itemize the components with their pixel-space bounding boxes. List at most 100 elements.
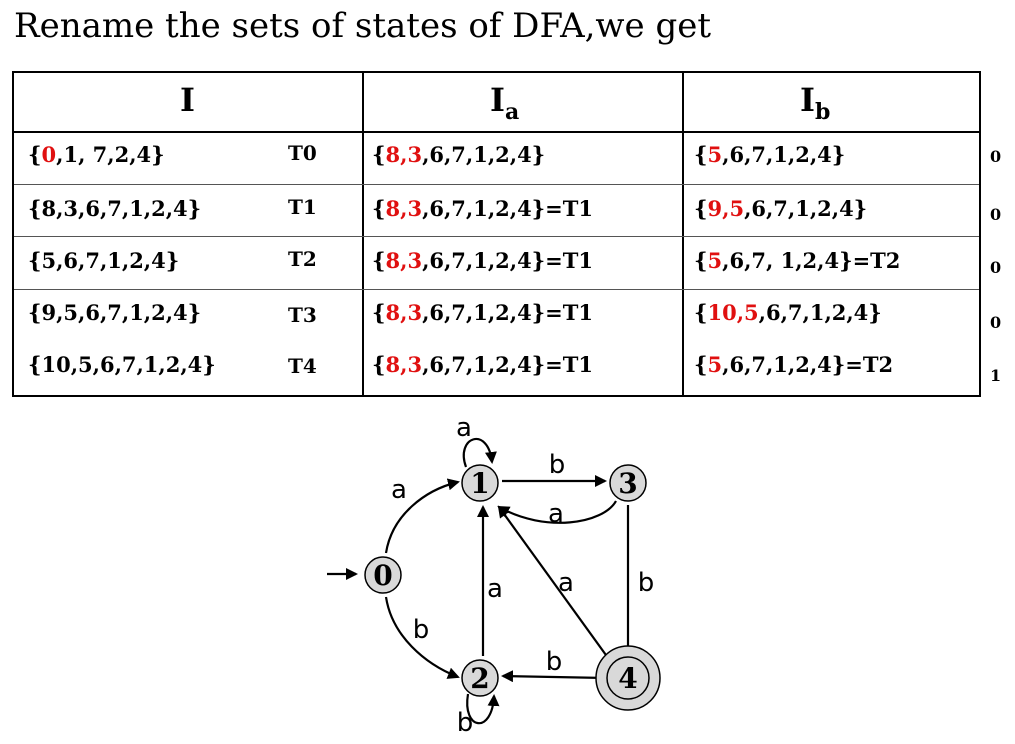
cell-ia: {8,3,6,7,1,2,4}	[372, 142, 545, 167]
header-ia: Ia	[490, 81, 520, 125]
highlighted-state: 10,5	[707, 300, 759, 325]
state-label: 2	[470, 662, 489, 695]
state-text: ,6,7,1,2,4}	[722, 142, 846, 167]
highlighted-state: 5	[707, 142, 723, 167]
header-ib: Ib	[800, 81, 831, 125]
highlighted-state: 0	[41, 142, 57, 167]
state-label: 1	[470, 467, 489, 500]
state-text: {	[694, 248, 708, 273]
cell-ib: {5,6,7,1,2,4}=T2	[694, 352, 893, 377]
cell-output: 0	[990, 205, 1002, 224]
transition-label: a	[391, 475, 407, 505]
state-node	[606, 656, 650, 700]
cell-ia: {8,3,6,7,1,2,4}=T1	[372, 352, 593, 377]
transition-arrow	[462, 437, 497, 468]
transition-label: b	[457, 708, 474, 738]
row-divider	[14, 236, 979, 237]
state-text: ,6,7,1,2,4}=T1	[422, 196, 594, 221]
state-text: ,6,7,1,2,4}=T2	[722, 352, 894, 377]
state-text: {	[694, 300, 708, 325]
state-text: {	[372, 142, 386, 167]
state-text: {8,3,6,7,1,2,4}	[28, 196, 202, 221]
state-node	[461, 464, 499, 502]
cell-ib: {5,6,7, 1,2,4}=T2	[694, 248, 900, 273]
highlighted-state: 5	[707, 352, 723, 377]
state-text: ,6,7,1,2,4}	[422, 142, 546, 167]
state-text: ,6,7, 1,2,4}=T2	[722, 248, 901, 273]
highlighted-state: 8,3	[385, 248, 423, 273]
cell-state-set: {0,1, 7,2,4}	[28, 142, 165, 167]
state-table: I Ia Ib	[12, 71, 981, 397]
cell-ib: {9,5,6,7,1,2,4}	[694, 196, 867, 221]
state-label: 3	[618, 467, 637, 500]
state-text: ,6,7,1,2,4}	[758, 300, 882, 325]
transition-label: b	[638, 568, 655, 598]
transition-label: a	[456, 413, 472, 443]
cell-state-name: T3	[288, 303, 317, 327]
highlighted-state: 8,3	[385, 300, 423, 325]
cell-state-set: {10,5,6,7,1,2,4}	[28, 352, 216, 377]
transition-arrow	[497, 500, 617, 524]
transition-arrow	[501, 670, 607, 683]
transition-label: a	[548, 499, 564, 529]
state-label: 0	[373, 559, 392, 592]
cell-ia: {8,3,6,7,1,2,4}=T1	[372, 196, 593, 221]
cell-state-set: {5,6,7,1,2,4}	[28, 248, 179, 273]
state-text: ,6,7,1,2,4}=T1	[422, 300, 594, 325]
row-divider	[14, 184, 979, 185]
transition-arrow	[384, 596, 460, 679]
cell-state-name: T0	[288, 141, 317, 165]
state-text: {	[694, 352, 708, 377]
transition-label: a	[558, 568, 574, 598]
header-divider	[14, 131, 979, 133]
transition-arrow	[497, 505, 612, 663]
state-text: {	[372, 352, 386, 377]
cell-state-name: T4	[288, 354, 317, 378]
state-node	[461, 659, 499, 697]
transition-label: b	[413, 615, 430, 645]
cell-state-set: {8,3,6,7,1,2,4}	[28, 196, 201, 221]
cell-output: 0	[990, 313, 1002, 332]
cell-ib: {10,5,6,7,1,2,4}	[694, 300, 882, 325]
state-text: {	[28, 142, 42, 167]
highlighted-state: 8,3	[385, 352, 423, 377]
transition-label: a	[487, 574, 503, 604]
cell-output: 0	[990, 258, 1002, 277]
highlighted-state: 5	[707, 248, 723, 273]
cell-ia: {8,3,6,7,1,2,4}=T1	[372, 248, 593, 273]
cell-ia: {8,3,6,7,1,2,4}=T1	[372, 300, 593, 325]
state-text: ,6,7,1,2,4}	[744, 196, 868, 221]
state-text: {	[372, 196, 386, 221]
row-divider	[14, 289, 979, 290]
transition-label: b	[549, 450, 566, 480]
highlighted-state: 8,3	[385, 142, 423, 167]
state-text: ,6,7,1,2,4}=T1	[422, 248, 594, 273]
cell-output: 0	[990, 147, 1002, 166]
column-divider	[682, 73, 684, 395]
state-text: {5,6,7,1,2,4}	[28, 248, 180, 273]
column-divider	[362, 73, 364, 395]
state-text: {10,5,6,7,1,2,4}	[28, 352, 216, 377]
transition-arrow	[384, 478, 460, 554]
state-text: {	[694, 142, 708, 167]
transition-label: b	[546, 647, 563, 677]
state-node	[609, 464, 647, 502]
state-text: {9,5,6,7,1,2,4}	[28, 300, 202, 325]
highlighted-state: 8,3	[385, 196, 423, 221]
state-node	[364, 556, 402, 594]
state-text: {	[372, 300, 386, 325]
header-i: I	[180, 81, 195, 119]
highlighted-state: 9,5	[707, 196, 745, 221]
transition-arrow	[466, 693, 500, 725]
state-text: ,1, 7,2,4}	[56, 142, 165, 167]
cell-ib: {5,6,7,1,2,4}	[694, 142, 845, 167]
cell-output: 1	[990, 366, 1002, 385]
page-title: Rename the sets of states of DFA,we get	[14, 6, 712, 46]
cell-state-name: T1	[288, 195, 317, 219]
state-text: ,6,7,1,2,4}=T1	[422, 352, 594, 377]
state-text: {	[694, 196, 708, 221]
cell-state-name: T2	[288, 247, 317, 271]
state-label: 4	[618, 662, 637, 695]
cell-state-set: {9,5,6,7,1,2,4}	[28, 300, 201, 325]
